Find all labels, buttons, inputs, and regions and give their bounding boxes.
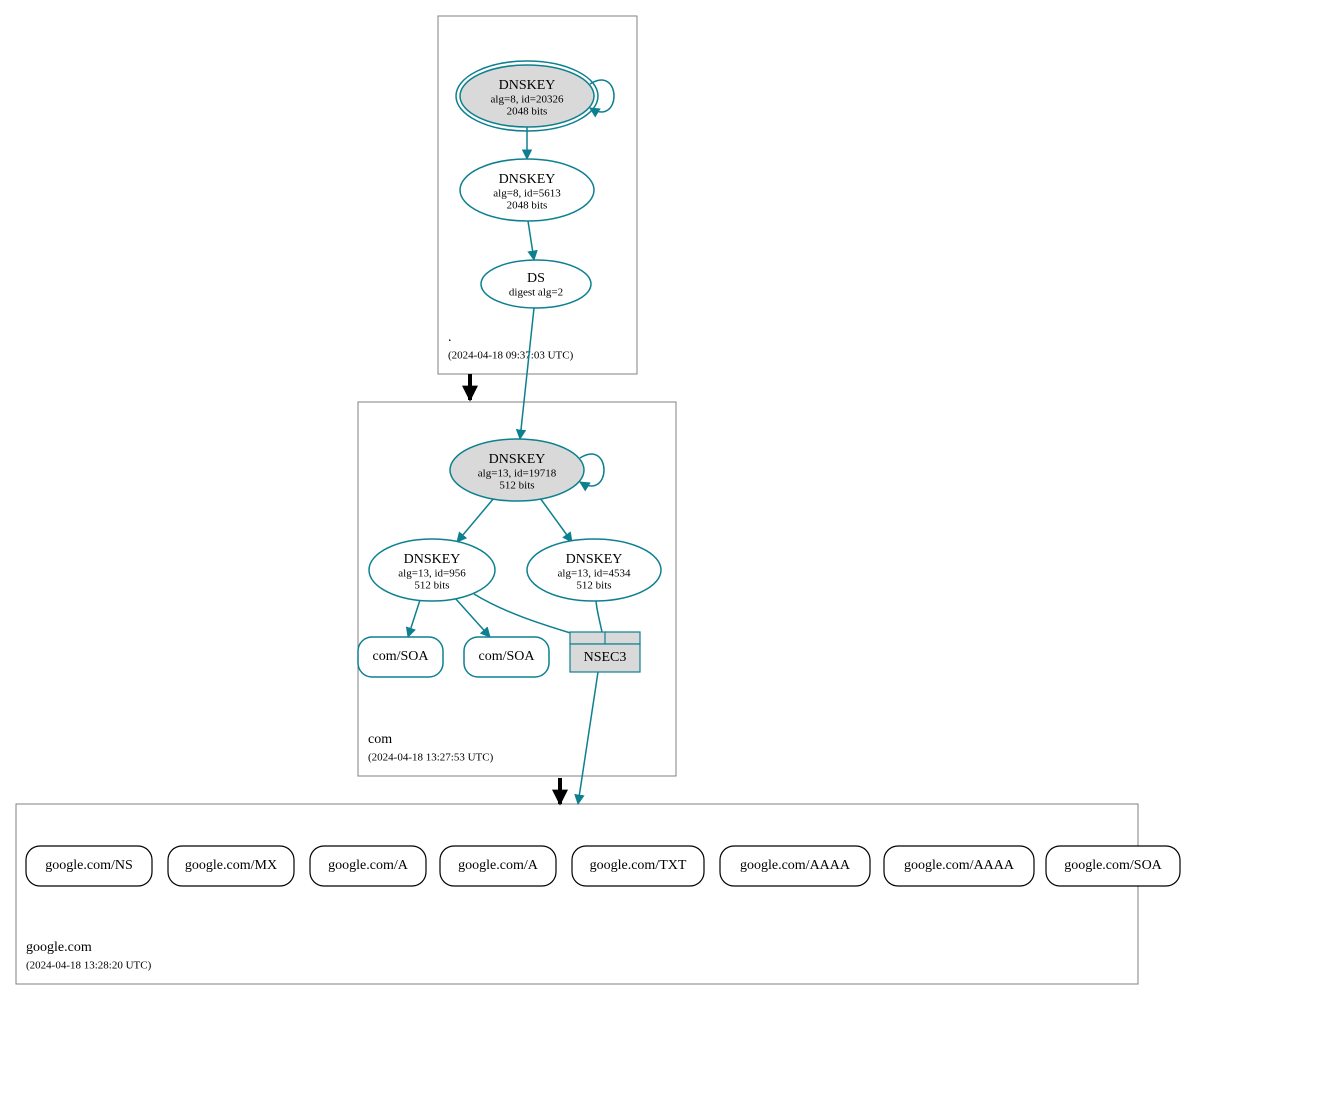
node-line3-com_zsk1: 512 bits: [414, 580, 449, 592]
node-line2-root_zsk: alg=8, id=5613: [493, 188, 561, 200]
node-line3-root_ksk: 2048 bits: [507, 106, 548, 118]
node-title-com_zsk1: DNSKEY: [404, 552, 461, 567]
google-rr-label-1: google.com/MX: [185, 858, 277, 873]
node-line3-com_ksk: 512 bits: [499, 480, 534, 492]
node-title-root_ds: DS: [527, 271, 545, 286]
node-line2-com_zsk1: alg=13, id=956: [398, 568, 466, 580]
edge-com_ksk-com_zsk1: [457, 498, 494, 542]
google-rr-label-3: google.com/A: [458, 858, 539, 873]
edge-nsec3-google: [578, 672, 598, 804]
edge-com_zsk1-com_soa2: [455, 598, 490, 637]
google-rr-label-0: google.com/NS: [45, 858, 133, 873]
google-rr-label-7: google.com/SOA: [1064, 858, 1162, 873]
node-line3-com_zsk2: 512 bits: [576, 580, 611, 592]
cluster-label-google: google.com: [26, 940, 92, 955]
google-rr-label-6: google.com/AAAA: [904, 858, 1015, 873]
node-title-root_ksk: DNSKEY: [499, 78, 556, 93]
google-rr-label-5: google.com/AAAA: [740, 858, 851, 873]
node-line2-com_ksk: alg=13, id=19718: [478, 468, 557, 480]
node-line2-root_ds: digest alg=2: [509, 287, 563, 299]
edge-com_zsk1-nsec3: [474, 594, 580, 636]
google-rr-label-2: google.com/A: [328, 858, 409, 873]
node-title-com_ksk: DNSKEY: [489, 452, 546, 467]
node-line3-root_zsk: 2048 bits: [507, 200, 548, 212]
edge-com_zsk2-nsec3: [596, 601, 602, 632]
cluster-google: [16, 804, 1138, 984]
edge-com_ksk-com_zsk2: [540, 498, 572, 542]
cluster-label-com: com: [368, 732, 392, 747]
rr-label-com_soa2: com/SOA: [479, 649, 536, 664]
node-line2-com_zsk2: alg=13, id=4534: [558, 568, 631, 580]
cluster-time-com: (2024-04-18 13:27:53 UTC): [368, 752, 494, 764]
edge-root_zsk-root_ds: [528, 221, 534, 260]
google-rr-label-4: google.com/TXT: [590, 858, 687, 873]
nsec3-label: NSEC3: [584, 650, 627, 665]
edge-com_zsk1-com_soa1: [408, 600, 420, 637]
node-title-root_zsk: DNSKEY: [499, 172, 556, 187]
cluster-label-root: .: [448, 330, 452, 345]
cluster-time-root: (2024-04-18 09:37:03 UTC): [448, 350, 574, 362]
node-title-com_zsk2: DNSKEY: [566, 552, 623, 567]
cluster-time-google: (2024-04-18 13:28:20 UTC): [26, 960, 152, 972]
dnssec-diagram: . (2024-04-18 09:37:03 UTC) com (2024-04-18…: [0, 0, 1317, 1094]
rr-label-com_soa1: com/SOA: [373, 649, 430, 664]
node-line2-root_ksk: alg=8, id=20326: [491, 94, 564, 106]
